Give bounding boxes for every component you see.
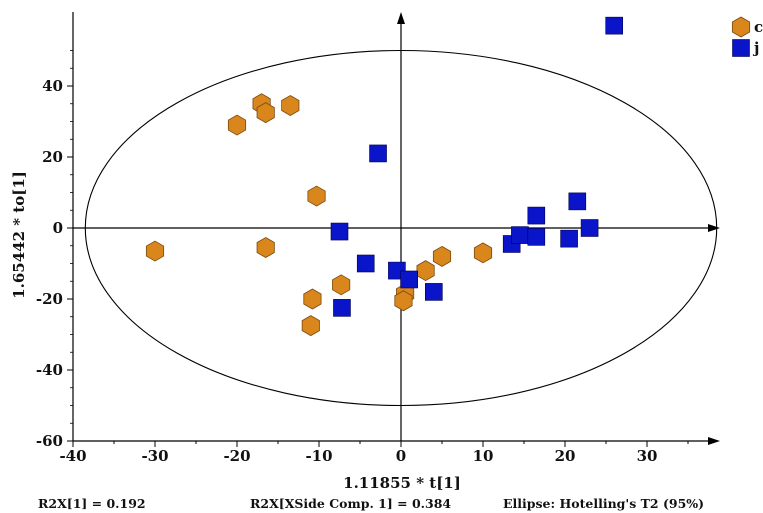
y-tick-label: -40 xyxy=(36,361,63,379)
point-j xyxy=(356,254,375,273)
x-tick-label: 30 xyxy=(637,447,658,465)
x-axis-arrow xyxy=(708,437,720,445)
x-axis-title: 1.11855 * t[1] xyxy=(343,474,461,492)
point-c xyxy=(145,240,165,262)
x-tick-label: 0 xyxy=(396,447,406,465)
x-tick-label: 20 xyxy=(555,447,576,465)
legend: cj xyxy=(731,16,763,57)
point-c xyxy=(227,114,247,136)
point-c xyxy=(301,315,320,337)
point-j xyxy=(330,222,349,241)
series-c xyxy=(145,93,493,337)
data-points xyxy=(145,16,624,337)
y-tick-label: -60 xyxy=(36,432,63,450)
point-j xyxy=(527,228,546,246)
point-j xyxy=(511,226,529,244)
point-c xyxy=(281,95,300,116)
legend-label-c: c xyxy=(754,18,763,36)
y-tick-label: 20 xyxy=(42,148,63,166)
point-c xyxy=(256,102,275,124)
x-tick-label: -10 xyxy=(305,447,332,465)
point-c xyxy=(303,288,322,310)
legend-label-j: j xyxy=(752,39,759,57)
hotelling-ellipse-layer xyxy=(84,49,718,407)
point-j xyxy=(527,206,546,225)
y-axis-title: 1.65442 * to[1] xyxy=(10,171,28,299)
legend-marker-c xyxy=(731,16,751,38)
x-tick-label: -30 xyxy=(141,447,168,465)
zero-horizontal-arrow xyxy=(708,224,720,232)
point-c xyxy=(256,237,275,258)
point-c xyxy=(432,245,452,267)
point-j xyxy=(400,270,419,289)
hotelling-ellipse xyxy=(84,49,718,407)
x-tick-label: -20 xyxy=(223,447,250,465)
zero-vertical-arrow xyxy=(397,12,405,24)
point-c xyxy=(394,290,413,312)
point-c xyxy=(416,260,435,282)
r2x-label: R2X[1] = 0.192 xyxy=(38,496,146,511)
point-c xyxy=(473,242,493,264)
point-c xyxy=(332,274,351,296)
plot-frame xyxy=(72,12,720,445)
point-j xyxy=(560,229,578,248)
point-j xyxy=(605,16,624,35)
y-tick-label: 40 xyxy=(42,77,63,95)
x-tick-label: -40 xyxy=(59,447,86,465)
legend-marker-j xyxy=(732,39,750,57)
series-j xyxy=(330,16,624,317)
point-j xyxy=(369,144,387,163)
point-j xyxy=(333,299,351,317)
x-tick-label: 10 xyxy=(473,447,494,465)
y-tick-label: -20 xyxy=(36,290,63,308)
y-tick-label: 0 xyxy=(53,219,63,237)
point-j xyxy=(424,283,443,301)
point-j xyxy=(580,219,599,237)
point-j xyxy=(568,192,587,211)
ellipse-note: Ellipse: Hotelling's T2 (95%) xyxy=(503,496,704,511)
r2x-side-label: R2X[XSide Comp. 1] = 0.384 xyxy=(250,496,451,511)
point-c xyxy=(307,185,326,207)
